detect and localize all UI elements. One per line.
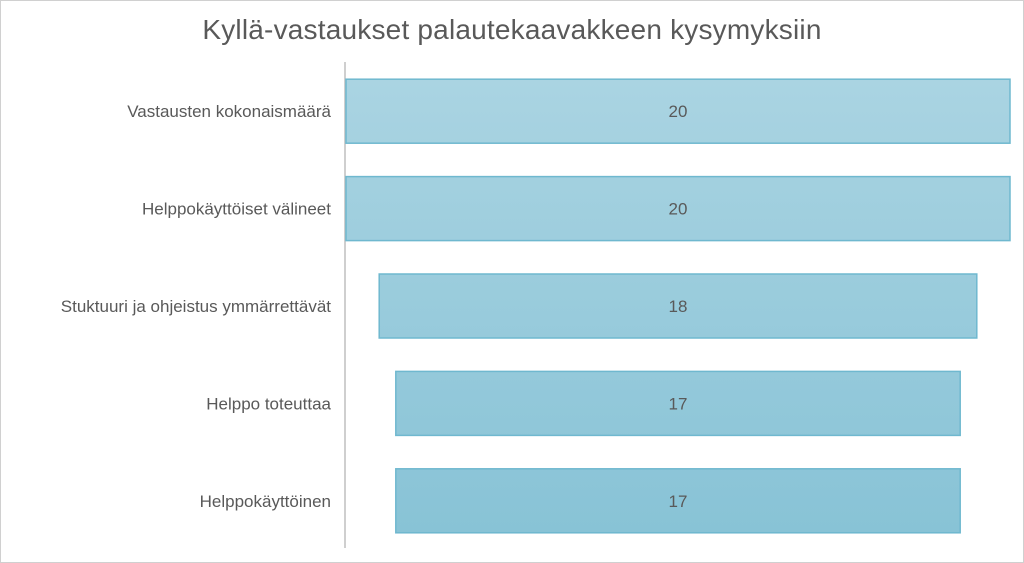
- data-label: 20: [669, 200, 688, 219]
- bar: [345, 175, 1011, 242]
- category-label: Helppokäyttöiset välineet: [142, 200, 331, 219]
- bar: [345, 78, 1011, 144]
- category-label: Helppokäyttöinen: [200, 492, 331, 511]
- chart-title: Kyllä-vastaukset palautekaavakkeen kysym…: [202, 14, 822, 45]
- data-label: 17: [669, 394, 688, 413]
- category-label: Helppo toteuttaa: [206, 394, 331, 413]
- data-label: 20: [669, 102, 688, 121]
- category-label: Stuktuuri ja ohjeistus ymmärrettävät: [61, 297, 331, 316]
- category-label: Vastausten kokonaismäärä: [127, 102, 331, 121]
- bar: [395, 468, 961, 534]
- bar: [395, 370, 961, 437]
- bar: [378, 273, 978, 339]
- data-label: 17: [669, 492, 688, 511]
- data-label: 18: [669, 297, 688, 316]
